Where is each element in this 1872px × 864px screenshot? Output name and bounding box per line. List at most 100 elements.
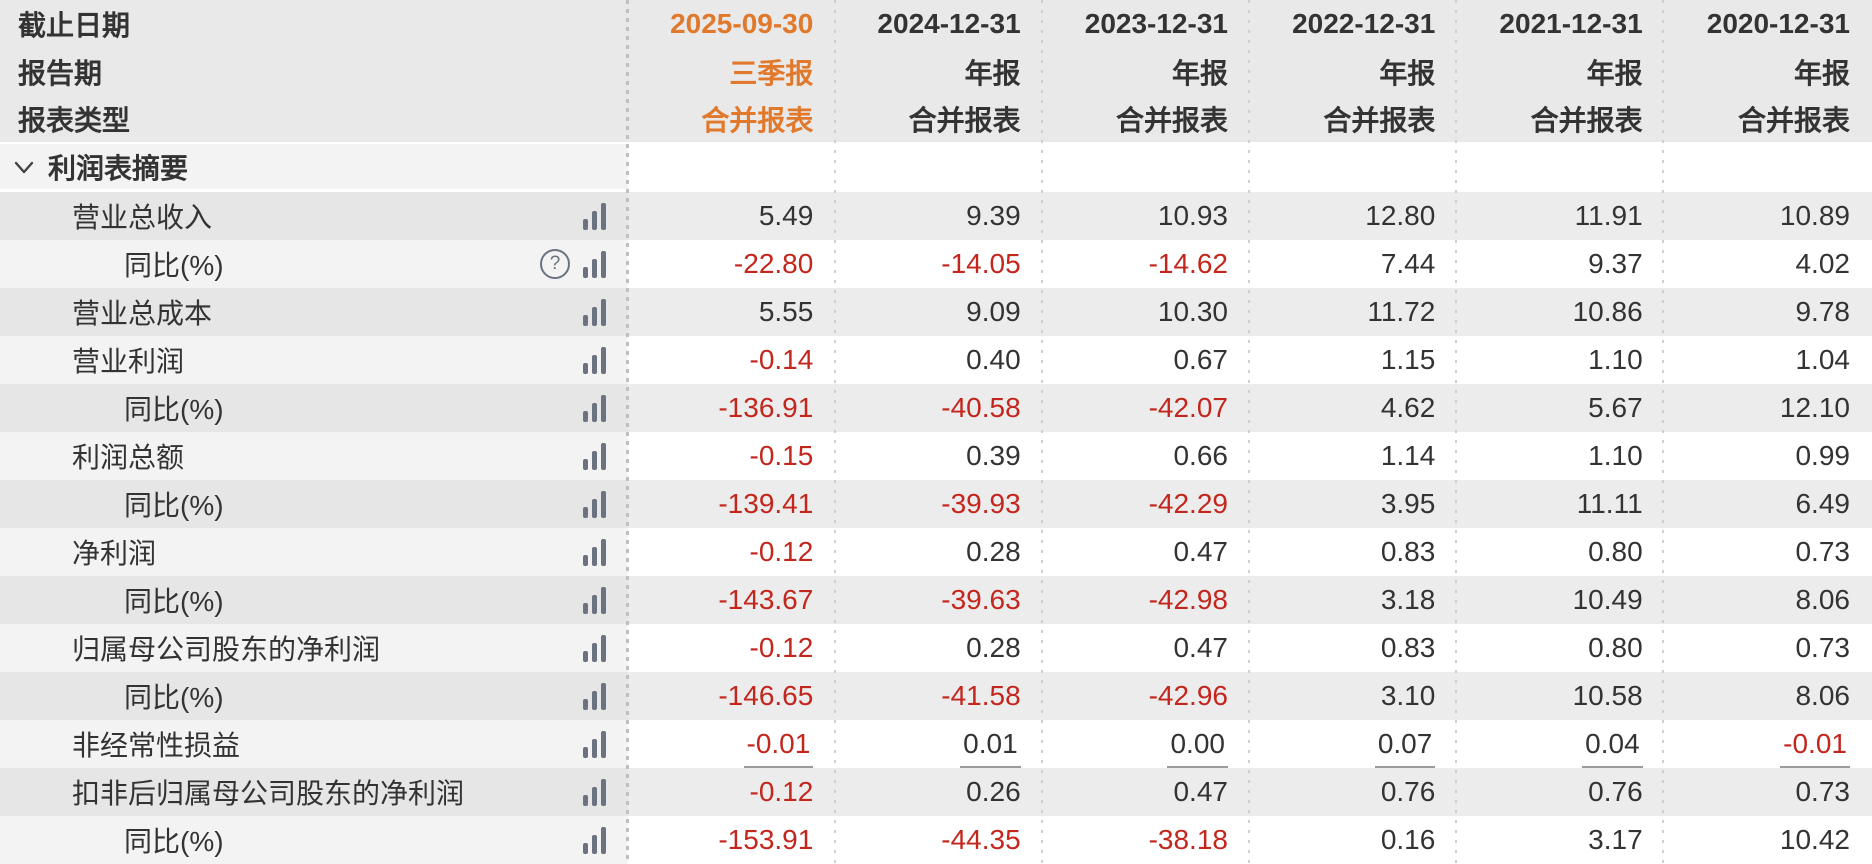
bar-chart-icon[interactable]	[583, 202, 606, 230]
value-text: 4.62	[1380, 392, 1436, 423]
value-text: 11.11	[1576, 488, 1643, 519]
value-cell: 0.67	[1042, 336, 1250, 384]
value-cell: 10.42	[1664, 816, 1872, 864]
row-label: 同比(%)	[124, 586, 224, 617]
value-text: 0.73	[1795, 536, 1850, 567]
value-cell: 8.06	[1664, 576, 1872, 624]
header-type-cell: 合并报表	[1530, 105, 1643, 136]
value-cell: 10.89	[1664, 192, 1872, 240]
value-text: 0.01	[960, 728, 1021, 768]
value-text: -0.12	[749, 776, 814, 807]
value-text: 0.66	[1173, 440, 1228, 471]
bar-chart-icon[interactable]	[583, 298, 606, 326]
value-cell: 1.04	[1664, 336, 1872, 384]
row-label: 同比(%)	[124, 682, 224, 713]
section-row-income-statement-summary[interactable]: 利润表摘要	[0, 144, 1872, 192]
value-text: -136.91	[718, 392, 814, 423]
bar-chart-icon[interactable]	[583, 346, 606, 374]
bar-chart-icon[interactable]	[583, 394, 606, 422]
value-cell: 6.49	[1664, 480, 1872, 528]
value-text: -0.15	[749, 440, 814, 471]
bar-chart-icon[interactable]	[583, 682, 606, 710]
value-cell: 3.17	[1457, 816, 1665, 864]
value-text: -42.98	[1148, 584, 1228, 615]
value-cell: 5.67	[1457, 384, 1665, 432]
header-type-cell: 合并报表	[1323, 105, 1436, 136]
value-text: 0.04	[1582, 728, 1643, 768]
value-text: -153.91	[718, 824, 814, 855]
value-cell[interactable]: 0.01	[835, 720, 1043, 768]
table-row: 营业利润 -0.14 0.40 0.67 1.15 1.10 1.04	[0, 336, 1872, 384]
value-cell: -136.91	[628, 384, 836, 432]
value-text: 1.14	[1380, 440, 1436, 471]
value-text: 6.49	[1795, 488, 1850, 519]
value-cell: 11.72	[1249, 288, 1458, 336]
value-cell: -146.65	[628, 672, 836, 720]
value-cell[interactable]: 0.00	[1042, 720, 1250, 768]
row-label: 同比(%)	[124, 250, 224, 281]
row-label-cell: 利润总额	[0, 432, 628, 480]
bar-chart-icon[interactable]	[583, 730, 606, 758]
value-text: 1.15	[1380, 344, 1436, 375]
bar-chart-icon[interactable]	[583, 250, 606, 278]
value-cell: 10.49	[1457, 576, 1665, 624]
value-cell: 10.86	[1457, 288, 1665, 336]
value-text: 0.39	[966, 440, 1021, 471]
value-cell: 0.83	[1249, 624, 1458, 672]
row-label-cell: 归属母公司股东的净利润	[0, 624, 628, 672]
value-text: 9.09	[966, 296, 1021, 327]
value-text: 0.16	[1380, 824, 1436, 855]
value-cell: -22.80	[628, 240, 836, 288]
bar-chart-icon[interactable]	[583, 634, 606, 662]
value-cell: 12.10	[1664, 384, 1872, 432]
section-header-cell[interactable]: 利润表摘要	[0, 144, 628, 189]
row-label-cell: 营业总成本	[0, 288, 628, 336]
value-text: -139.41	[718, 488, 814, 519]
help-icon[interactable]: ?	[540, 249, 570, 279]
value-text: -146.65	[718, 680, 814, 711]
row-label-cell: 同比(%)	[0, 576, 628, 624]
header-row-report-period: 报告期 三季报 年报 年报 年报 年报 年报	[0, 48, 1872, 96]
value-text: 1.10	[1588, 344, 1643, 375]
value-text: 12.10	[1779, 392, 1850, 423]
bar-chart-icon[interactable]	[583, 442, 606, 470]
value-cell: -0.12	[628, 528, 836, 576]
header-date-cell: 2020-12-31	[1706, 8, 1850, 39]
value-cell: 12.80	[1249, 192, 1458, 240]
bar-chart-icon[interactable]	[583, 490, 606, 518]
value-text: 10.49	[1572, 584, 1643, 615]
value-text: -0.14	[749, 344, 814, 375]
value-cell: 8.06	[1664, 672, 1872, 720]
value-cell: -0.15	[628, 432, 836, 480]
bar-chart-icon[interactable]	[583, 586, 606, 614]
bar-chart-icon[interactable]	[583, 826, 606, 854]
bar-chart-icon[interactable]	[583, 538, 606, 566]
value-cell[interactable]: 0.04	[1457, 720, 1665, 768]
chevron-down-icon[interactable]	[14, 160, 34, 174]
value-cell[interactable]: -0.01	[628, 720, 836, 768]
value-text: 10.89	[1779, 200, 1850, 231]
header-period-cell: 年报	[1379, 58, 1436, 89]
row-label: 非经常性损益	[72, 730, 241, 761]
section-empty-cell	[1664, 144, 1872, 189]
value-cell: 0.47	[1042, 624, 1250, 672]
header-row-report-type: 报表类型 合并报表 合并报表 合并报表 合并报表 合并报表 合并报表	[0, 96, 1872, 144]
value-cell: 1.10	[1457, 432, 1665, 480]
row-label-cell: 同比(%)	[0, 384, 628, 432]
value-cell[interactable]: 0.07	[1249, 720, 1458, 768]
value-text: -39.93	[941, 488, 1021, 519]
table-row: 非经常性损益 -0.01 0.01 0.00 0.07 0.04 -0.01	[0, 720, 1872, 768]
value-cell: -42.07	[1042, 384, 1250, 432]
value-text: -0.01	[1780, 728, 1850, 768]
header-date-cell: 2022-12-31	[1292, 8, 1436, 39]
value-cell: -42.98	[1042, 576, 1250, 624]
header-period-cell: 年报	[964, 58, 1021, 89]
table-row: 同比(%)? -22.80 -14.05 -14.62 7.44 9.37 4.02	[0, 240, 1872, 288]
value-cell: 0.73	[1664, 768, 1872, 816]
value-cell[interactable]: -0.01	[1664, 720, 1872, 768]
value-text: 0.76	[1380, 776, 1436, 807]
bar-chart-icon[interactable]	[583, 778, 606, 806]
value-text: -44.35	[941, 824, 1021, 855]
value-cell: 0.83	[1249, 528, 1458, 576]
